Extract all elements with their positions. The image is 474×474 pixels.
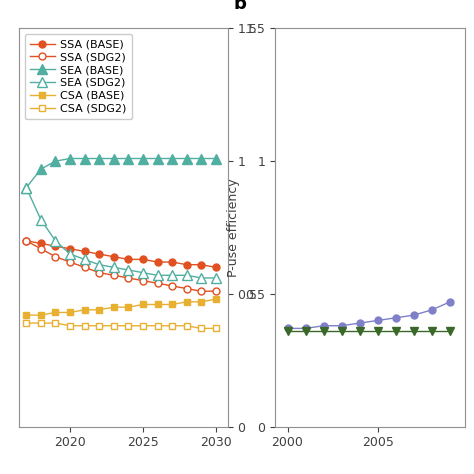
Legend: SSA (BASE), SSA (SDG2), SEA (BASE), SEA (SDG2), CSA (BASE), CSA (SDG2): SSA (BASE), SSA (SDG2), SEA (BASE), SEA …: [25, 34, 132, 119]
Text: b: b: [233, 0, 246, 12]
Y-axis label: P-use efficiency: P-use efficiency: [227, 178, 240, 277]
